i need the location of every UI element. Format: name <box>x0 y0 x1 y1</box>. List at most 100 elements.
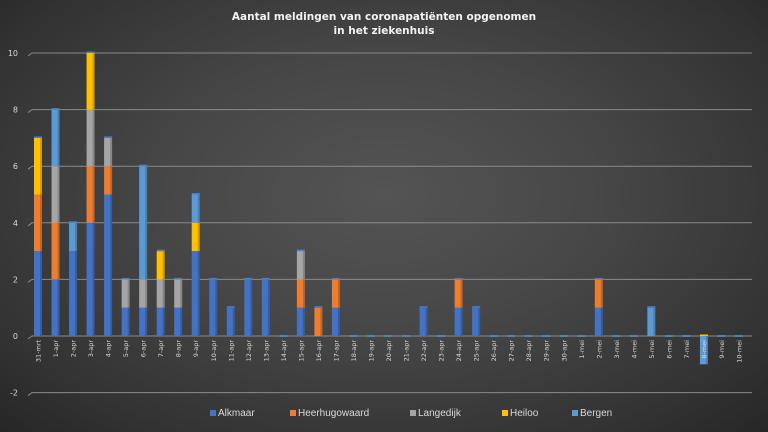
bar-shade <box>57 109 60 167</box>
bar-segment-bergen <box>51 109 60 167</box>
bar-segment-alkmaar <box>69 251 78 336</box>
x-tick-label: 26-apr <box>490 340 498 362</box>
zero-bar-cap <box>384 335 393 337</box>
bar-shade <box>162 307 165 336</box>
bar-shade <box>460 279 463 308</box>
bar-shade <box>180 307 183 336</box>
gridline <box>27 52 752 57</box>
gridline <box>27 278 752 283</box>
zero-bar-cap <box>524 335 533 337</box>
x-tick-label: 3-mei <box>613 340 621 359</box>
x-tick-label: 15-apr <box>297 340 305 362</box>
legend-label-heerhugowaard: Heerhugowaard <box>298 408 369 419</box>
x-tick-label: 12-apr <box>245 340 253 362</box>
bar-shade <box>302 251 305 280</box>
bar-shade <box>337 307 340 336</box>
bar-shade <box>705 336 708 365</box>
bar-cap <box>594 277 603 280</box>
x-tick-label: 6-mei <box>665 340 673 359</box>
bar-segment-heerhugowaard <box>86 166 95 223</box>
bar-segment-alkmaar <box>86 222 95 336</box>
x-tick-label: 7-mei <box>683 340 691 359</box>
bar-shade <box>40 251 42 336</box>
x-tick-label: 20-apr <box>385 340 393 362</box>
bar-cap <box>647 306 656 308</box>
x-axis-ticks: 31-mrt 1-apr 2-apr 3-apr 4-apr 5-apr 6-apr 7-ap… <box>35 340 744 363</box>
y-tick-label: 2 <box>13 275 18 284</box>
zero-bar-cap <box>629 335 638 337</box>
x-tick-label: 2-apr <box>70 340 78 358</box>
chart-title: Aantal meldingen van coronapatiënten opg… <box>232 11 536 23</box>
x-tick-label: 5-mei <box>648 340 656 359</box>
bar-shade <box>197 251 200 336</box>
x-tick-label: 10-apr <box>210 340 218 362</box>
x-tick-label: 11-apr <box>227 340 235 362</box>
x-tick-label: 19-apr <box>367 340 375 362</box>
bar-shade <box>232 307 235 336</box>
x-tick-label: 9-mei <box>718 340 726 359</box>
bar-shade <box>127 279 130 308</box>
bar-segment-heerhugowaard <box>296 279 305 308</box>
bar-shade <box>75 222 78 252</box>
legend-label-alkmaar: Alkmaar <box>218 408 255 419</box>
zero-bar-cap <box>366 335 375 337</box>
bar-segment-langedijk <box>121 279 130 308</box>
bar-segment-heerhugowaard <box>454 279 463 308</box>
y-tick-label: 4 <box>13 219 18 228</box>
bar-shade <box>460 307 463 336</box>
bar-shade <box>302 307 305 336</box>
bar-segment-alkmaar <box>156 307 165 336</box>
bar-cap <box>34 136 42 138</box>
bar-segment-heiloo <box>191 222 200 252</box>
bar-segment-alkmaar <box>121 307 130 336</box>
zero-bar-cap <box>279 335 288 337</box>
bar-segment-bergen <box>647 307 656 336</box>
x-tick-label: 21-apr <box>403 340 411 362</box>
bar-segment-heiloo <box>34 137 42 195</box>
bar-segment-langedijk <box>104 137 113 167</box>
bar-shade <box>40 194 42 252</box>
bar-segment-alkmaar <box>174 307 183 336</box>
bar-segment-alkmaar <box>209 279 218 336</box>
x-tick-label: 17-apr <box>332 340 340 362</box>
zero-bar-cap <box>349 335 358 337</box>
bar-segment-heerhugowaard <box>51 222 60 280</box>
bar-segment-heerhugowaard <box>104 166 113 195</box>
bar-segment-alkmaar <box>472 307 481 336</box>
bar-segment-langedijk <box>51 166 60 223</box>
bar-shade <box>197 194 200 223</box>
bar-shade <box>57 166 60 223</box>
bar-shade <box>600 307 603 336</box>
bar-shade <box>653 307 656 336</box>
bar-shade <box>110 194 113 336</box>
bar-shade <box>337 279 340 308</box>
x-tick-label: 14-apr <box>280 340 288 362</box>
bar-cap <box>261 277 270 280</box>
x-tick-label: 29-apr <box>543 340 551 362</box>
bar-segment-bergen <box>69 222 78 252</box>
legend-swatch-langedijk <box>410 410 416 416</box>
x-tick-label: 22-apr <box>420 340 428 362</box>
x-tick-label: 8-mei <box>700 340 708 359</box>
bar-segment-langedijk <box>139 279 148 308</box>
bar-cap <box>139 164 148 167</box>
x-tick-label: 18-apr <box>350 340 358 362</box>
bar-shade <box>145 166 148 280</box>
zero-bar-cap <box>489 335 498 337</box>
x-tick-label: 30-apr <box>560 340 568 362</box>
chart-title-line2: in het ziekenhuis <box>334 25 435 37</box>
x-tick-label: 28-apr <box>525 340 533 362</box>
x-tick-label: 1-mei <box>578 340 586 359</box>
y-tick-label: -2 <box>10 389 18 398</box>
gridline <box>27 392 752 396</box>
legend: Alkmaar Heerhugowaard Langedijk Heiloo Berge… <box>210 408 612 419</box>
bar-shade <box>425 307 428 336</box>
bar-shade <box>92 109 95 167</box>
bar-shade <box>110 137 113 167</box>
bar-shade <box>215 279 218 336</box>
x-tick-label: 5-apr <box>122 340 130 358</box>
zero-bar-cap <box>717 335 726 337</box>
zero-bar-cap <box>542 335 551 337</box>
x-tick-label: 3-apr <box>87 340 95 358</box>
bar-segment-heiloo <box>156 251 165 280</box>
